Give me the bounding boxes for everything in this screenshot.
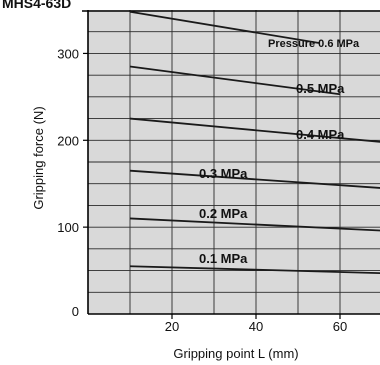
series-line-3	[129, 117, 380, 143]
x-axis-title: Gripping point L (mm)	[173, 346, 298, 361]
series-label-2: 0.5 MPa	[296, 81, 345, 96]
y-tick-label: 0	[72, 304, 79, 319]
y-tick-label: 100	[57, 220, 79, 235]
series-label-4: 0.3 MPa	[199, 166, 248, 181]
chart-header-fragment: MHS4-63D	[2, 0, 71, 11]
series-label-5: 0.2 MPa	[199, 206, 248, 221]
series-label-3: 0.4 MPa	[296, 127, 345, 142]
series-line-1	[129, 10, 320, 44]
plot-area	[82, 10, 380, 319]
y-tick-label: 300	[57, 46, 79, 61]
x-tick-label: 40	[249, 319, 263, 334]
x-tick-label: 60	[333, 319, 347, 334]
series-layer	[129, 10, 380, 275]
series-line-5	[129, 217, 380, 232]
tick-labels: 0 100 200 300 20 40 60	[57, 46, 347, 334]
x-tick-label: 20	[165, 319, 179, 334]
y-axis-title: Gripping force (N)	[31, 106, 46, 209]
series-line-2	[129, 65, 341, 96]
series-labels: Pressure 0.6 MPa 0.5 MPa 0.4 MPa 0.3 MPa 0.2…	[199, 38, 360, 266]
series-label-6: 0.1 MPa	[199, 251, 248, 266]
series-line-4	[129, 169, 380, 189]
y-tick-label: 200	[57, 133, 79, 148]
series-label-1: Pressure 0.6 MPa	[268, 38, 360, 50]
series-line-6	[129, 265, 380, 275]
